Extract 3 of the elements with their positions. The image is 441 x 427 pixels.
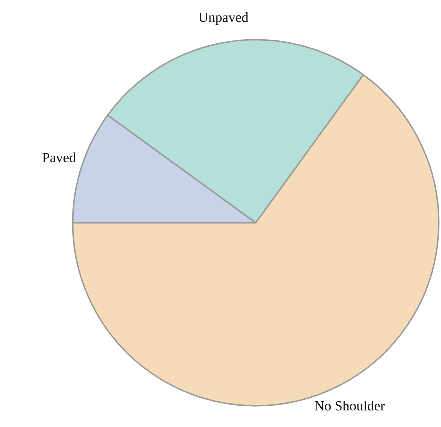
slice-label: Paved (42, 152, 76, 163)
slice-label: No Shoulder (314, 400, 386, 411)
slice-label: Unpaved (198, 12, 249, 26)
